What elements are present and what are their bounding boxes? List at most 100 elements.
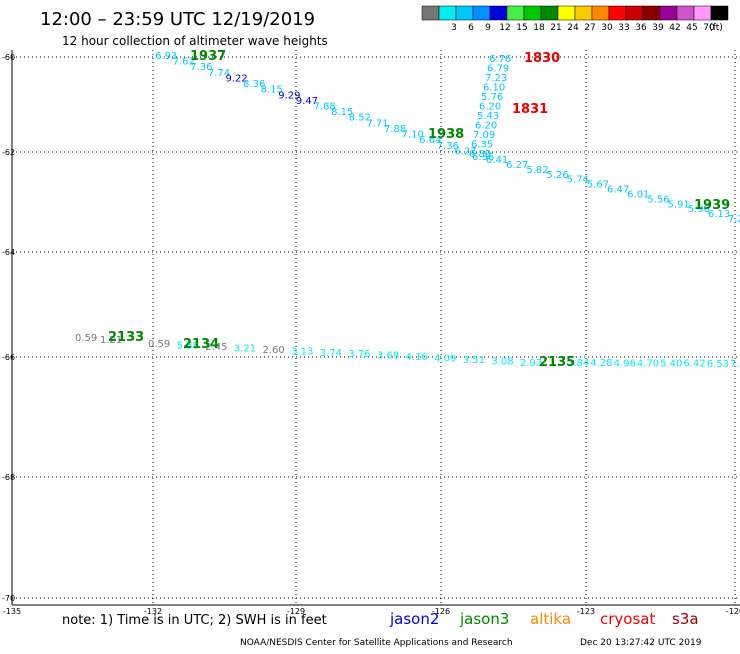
color-scale-tick: 36 [635, 23, 647, 33]
color-scale-tick: 30 [601, 23, 613, 33]
mission-s3a: s3a [672, 610, 699, 628]
color-scale-tick: 39 [652, 23, 664, 33]
wave-height-value: 2.93 [520, 358, 542, 369]
wave-height-value: 1.21 [100, 335, 122, 346]
pass-label: 2133 [108, 330, 144, 345]
wave-height-observations: 6.937.627.367.749.228.368.159.299.477.88… [75, 51, 740, 370]
longitude-labels: -135 -132 -129 -126 -123 -120 [3, 607, 740, 616]
wave-height-value: 4.96 [614, 358, 636, 369]
timestamp-text: Dec 20 13:27:42 UTC 2019 [580, 638, 702, 648]
wave-height-value: 6.93 [155, 51, 177, 62]
wave-height-value: 7.71 [366, 118, 388, 129]
latitude-label: -60 [2, 53, 15, 62]
wave-height-value: 6.64 [419, 135, 441, 146]
longitude-label: -132 [144, 607, 162, 616]
color-scale-tick: 3 [451, 23, 457, 33]
wave-height-value: 8.15 [331, 107, 353, 118]
wave-height-value: 3.08 [491, 357, 513, 368]
wave-height-value: 6.01 [627, 189, 649, 200]
pass-label: 1831 [512, 102, 548, 117]
wave-height-value: 3.84 [567, 358, 589, 369]
color-scale-tick: 21 [550, 23, 561, 33]
wave-height-value: 3.76 [348, 349, 370, 360]
color-scale-tick: 45 [686, 23, 697, 33]
color-scale-tick: 15 [516, 23, 527, 33]
wave-height-value: 6.76 [489, 54, 511, 65]
mission-altika: altika [530, 610, 571, 628]
color-scale-tick: 70 [703, 23, 715, 33]
wave-height-value: 7.62 [173, 57, 195, 68]
pass-label: 1939 [694, 198, 730, 213]
color-swatch [472, 5, 491, 21]
color-scale-unit: (ft) [709, 23, 723, 33]
color-scale-tick: 12 [499, 23, 510, 33]
wave-height-value: 3.21 [234, 343, 256, 354]
color-swatch [693, 5, 712, 21]
wave-height-value: 7.88 [314, 102, 336, 113]
color-scale-tick: 33 [618, 23, 629, 33]
wave-height-value: 3.74 [320, 348, 342, 359]
wave-height-value: 5.74 [567, 175, 589, 186]
wave-height-value: 2.45 [205, 342, 227, 353]
color-swatch [557, 5, 576, 21]
mission-jason3: jason3 [459, 610, 509, 628]
wave-height-value: 5.40 [660, 359, 682, 370]
wave-height-value: 7.10 [402, 130, 424, 141]
wave-height-value: 7.28 [728, 214, 740, 225]
mission-jason2: jason2 [389, 610, 439, 628]
wave-height-value: 6.20 [479, 102, 501, 113]
latitude-label: -70 [2, 594, 15, 603]
longitude-label: -126 [432, 607, 450, 616]
wave-height-value: 7.88 [384, 124, 406, 135]
color-swatch [438, 5, 457, 21]
page-title: 12:00 – 23:59 UTC 12/19/2019 [40, 9, 315, 30]
pass-label: 1938 [428, 127, 464, 142]
color-scale-tick: 9 [485, 23, 491, 33]
color-scale-tick: 6 [468, 23, 474, 33]
color-swatch [540, 5, 559, 21]
wave-height-value: 5.43 [477, 111, 499, 122]
pass-labels: 1937 1938 1939 1830 1831 2133 2134 2135 [108, 49, 730, 370]
longitude-label: -123 [577, 607, 595, 616]
color-swatch [676, 5, 695, 21]
wave-height-value: 5.96 [688, 204, 710, 215]
color-swatch [455, 5, 474, 21]
wave-height-value: 6.27 [506, 160, 528, 171]
color-swatch [642, 5, 661, 21]
color-scale-tick: 24 [567, 23, 579, 33]
color-swatch [591, 5, 610, 21]
wave-height-value: 5.82 [526, 165, 548, 176]
color-swatch [659, 5, 678, 21]
wave-height-value: 0.59 [75, 333, 97, 344]
wave-height-value: 4.09 [434, 354, 456, 365]
color-swatch [489, 5, 508, 21]
color-swatch [506, 5, 525, 21]
wave-height-value: 9.29 [278, 90, 300, 101]
pass-label: 2135 [539, 355, 575, 370]
color-swatch [421, 5, 440, 21]
wave-height-value: 6.47 [607, 185, 629, 196]
wave-height-value: 6.10 [483, 83, 505, 94]
wave-height-value: 6.36 [472, 152, 494, 163]
color-swatch [625, 5, 644, 21]
wave-height-value: 5.91 [668, 199, 690, 210]
wave-height-value: 3.13 [291, 346, 313, 357]
longitude-label: -129 [287, 607, 305, 616]
wave-height-value: 8.52 [349, 113, 371, 124]
map-area: -60-62-64-66-68-70 -135 -132 -129 -126 -123-… [2, 49, 740, 616]
wave-height-value: 9.22 [225, 73, 247, 84]
wave-height-value: 7.35 [730, 359, 740, 370]
wave-height-value: 5.88 [177, 340, 199, 351]
wave-height-value: 0.59 [148, 339, 170, 350]
wave-height-value: 7.36 [190, 62, 212, 73]
wave-height-value: 6.20 [475, 121, 497, 132]
wave-height-value: 5.56 [647, 194, 669, 205]
color-swatch [523, 5, 542, 21]
color-swatch [710, 5, 729, 21]
latitude-label: -66 [2, 353, 15, 362]
latitude-label: -64 [2, 248, 15, 257]
longitude-label: -135 [3, 607, 21, 616]
wave-height-value: 6.13 [708, 209, 730, 220]
latitude-label: -68 [2, 473, 15, 482]
